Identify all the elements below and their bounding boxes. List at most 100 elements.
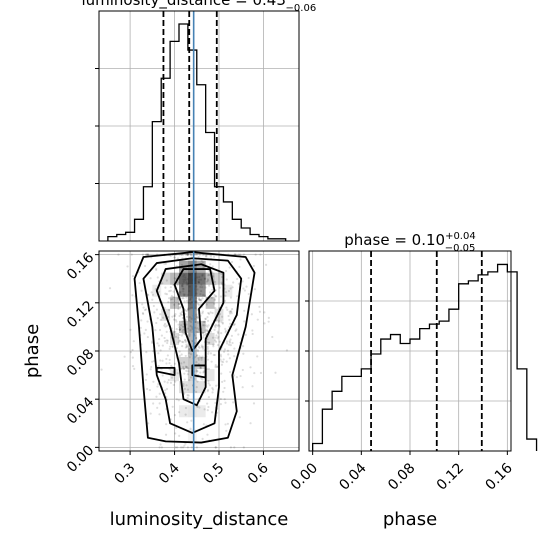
scatter-point bbox=[164, 292, 167, 295]
scatter-point bbox=[178, 291, 181, 294]
scatter-point bbox=[197, 362, 200, 366]
scatter-point bbox=[173, 413, 177, 417]
scatter-point bbox=[225, 278, 228, 281]
density-cell-15 bbox=[170, 272, 179, 285]
scatter-point bbox=[186, 327, 189, 330]
scatter-point bbox=[182, 297, 185, 300]
scatter-point bbox=[170, 376, 174, 379]
density-cell-3 bbox=[187, 284, 197, 297]
scatter-point bbox=[174, 335, 178, 338]
scatter-point bbox=[174, 312, 177, 316]
scatter-point bbox=[186, 393, 189, 397]
scatter-point bbox=[243, 309, 246, 312]
scatter-point bbox=[182, 294, 186, 297]
scatter-point bbox=[221, 322, 224, 325]
scatter-point bbox=[242, 253, 246, 256]
scatter-point bbox=[176, 257, 180, 260]
scatter-point bbox=[196, 350, 200, 353]
scatter-point bbox=[196, 316, 199, 319]
scatter-point bbox=[225, 306, 228, 309]
scatter-point bbox=[190, 317, 193, 320]
scatter-point bbox=[216, 324, 219, 327]
scatter-point bbox=[179, 292, 182, 295]
scatter-point bbox=[138, 281, 141, 285]
scatter-point bbox=[212, 345, 215, 348]
scatter-point bbox=[231, 286, 234, 289]
scatter-point bbox=[207, 311, 210, 315]
scatter-point bbox=[224, 329, 227, 332]
scatter-point bbox=[214, 295, 217, 298]
scatter-point bbox=[173, 277, 176, 280]
scatter-point bbox=[171, 297, 174, 301]
scatter-point bbox=[188, 352, 191, 355]
density-cell-37 bbox=[205, 369, 215, 382]
scatter-point bbox=[242, 287, 245, 290]
scatter-point bbox=[206, 402, 209, 405]
scatter-point bbox=[207, 405, 210, 409]
scatter-point bbox=[145, 253, 148, 256]
scatter-point bbox=[232, 323, 236, 327]
scatter-point bbox=[219, 403, 223, 406]
density-cell-33 bbox=[214, 308, 224, 321]
scatter-point bbox=[179, 290, 182, 293]
scatter-point bbox=[165, 324, 168, 327]
density-cell-9 bbox=[187, 320, 197, 333]
scatter-point bbox=[220, 360, 223, 363]
scatter-point bbox=[259, 253, 262, 256]
scatter-point bbox=[194, 253, 197, 256]
scatter-point bbox=[231, 341, 234, 345]
scatter-point bbox=[198, 406, 201, 409]
density-cell-27 bbox=[187, 405, 197, 418]
scatter-point bbox=[184, 339, 187, 342]
scatter-point bbox=[178, 328, 182, 331]
scatter-point bbox=[174, 432, 177, 435]
scatter-point bbox=[199, 371, 202, 374]
title-sup: +0.04 bbox=[445, 231, 476, 242]
scatter-point bbox=[183, 361, 186, 364]
scatter-point bbox=[213, 339, 217, 342]
scatter-point bbox=[157, 352, 160, 355]
scatter-point bbox=[217, 332, 220, 335]
scatter-point bbox=[195, 354, 198, 357]
scatter-point bbox=[212, 275, 215, 278]
scatter-point bbox=[253, 371, 256, 375]
scatter-point bbox=[189, 329, 192, 332]
scatter-point bbox=[201, 331, 204, 334]
density-cell-8 bbox=[187, 308, 197, 321]
scatter-point bbox=[223, 379, 226, 382]
scatter-point bbox=[247, 292, 250, 296]
scatter-point bbox=[202, 324, 205, 327]
scatter-point bbox=[228, 266, 231, 269]
density-cell-10 bbox=[187, 332, 197, 345]
title-sub: −0.05 bbox=[445, 243, 476, 254]
scatter-point bbox=[217, 335, 220, 338]
scatter-point bbox=[185, 309, 188, 313]
scatter-point bbox=[251, 332, 254, 336]
scatter-point bbox=[211, 387, 214, 390]
scatter-point bbox=[219, 397, 222, 401]
scatter-point bbox=[253, 288, 257, 291]
scatter-point bbox=[199, 366, 202, 370]
joint-density-panel: 0.3 0.4 0.5 0.6 0.00 0.04 0.08 0.12 0.16 bbox=[64, 250, 300, 487]
scatter-point bbox=[188, 316, 191, 319]
scatter-point bbox=[196, 316, 199, 319]
scatter-point bbox=[215, 334, 218, 337]
scatter-point bbox=[174, 380, 177, 383]
scatter-point bbox=[187, 367, 190, 370]
density-cell-40 bbox=[223, 284, 233, 297]
scatter-point bbox=[184, 413, 187, 416]
scatter-point bbox=[172, 296, 175, 299]
scatter-point bbox=[233, 355, 236, 358]
scatter-point bbox=[178, 354, 181, 357]
scatter-point bbox=[171, 405, 174, 408]
scatter-point bbox=[174, 426, 178, 430]
scatter-point bbox=[145, 373, 148, 376]
scatter-point bbox=[123, 355, 126, 358]
scatter-point bbox=[214, 307, 217, 310]
scatter-point bbox=[181, 446, 185, 449]
scatter-point bbox=[181, 285, 184, 288]
joint-xtick-label-1: 0.4 bbox=[156, 460, 183, 487]
scatter-point bbox=[165, 357, 168, 361]
scatter-point bbox=[180, 362, 183, 365]
scatter-point bbox=[182, 365, 185, 369]
